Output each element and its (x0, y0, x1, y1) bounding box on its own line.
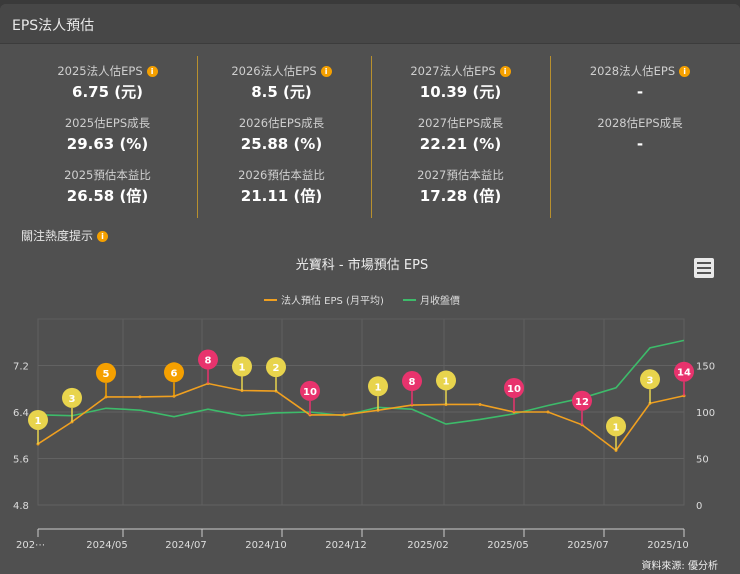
eps-point (342, 413, 346, 417)
attention-hint-label: 關注熱度提示 (21, 229, 94, 243)
pe-label: 2026預估本益比 (238, 168, 325, 182)
y-right-tick: 150 (696, 362, 715, 373)
growth-label: 2025估EPS成長 (64, 116, 151, 130)
attention-count: 8 (409, 377, 416, 388)
eps-label: 2025法人估EPS i (18, 62, 197, 80)
pe-value: 26.58 (倍) (66, 187, 149, 205)
card-title: EPS法人預估 (0, 4, 740, 44)
attention-marker (62, 387, 82, 408)
stats-grid: 2025法人估EPS i 6.75 (元) 2025估EPS成長 29.63 (%… (0, 56, 740, 218)
eps-value: 6.75 (元) (72, 83, 143, 101)
pe-label: 2025預估本益比 (64, 168, 151, 182)
growth-value: - (636, 135, 644, 153)
attention-marker (164, 362, 184, 383)
chart-title: 光寶科 - 市場預估 EPS (296, 257, 428, 273)
attention-marker (674, 361, 694, 382)
y-right-tick: 50 (696, 455, 709, 466)
attention-count: 10 (507, 384, 521, 395)
x-tick-label: 2025/07 (567, 540, 609, 551)
legend-price: 月收盤價 (420, 294, 460, 307)
eps-value: - (636, 83, 644, 101)
attention-marker (96, 362, 116, 383)
info-icon[interactable]: i (320, 66, 332, 77)
legend-eps: 法人預估 EPS (月平均) (281, 294, 384, 307)
attention-marker (606, 416, 626, 437)
y-left-tick: 7.2 (13, 362, 29, 373)
attention-count: 3 (69, 394, 76, 405)
x-tick-label: 2025/05 (487, 540, 529, 551)
eps-label: 2027法人估EPS i (371, 62, 550, 80)
x-tick-label: 2024/07 (165, 540, 207, 551)
y-left-tick: 4.8 (13, 501, 29, 512)
attention-count: 5 (103, 369, 110, 380)
attention-marker (436, 370, 456, 391)
growth-label: 2026估EPS成長 (238, 116, 325, 130)
attention-count: 2 (273, 363, 280, 374)
x-tick-label: 2024/12 (325, 540, 367, 551)
x-tick-label: 2024/10 (245, 540, 287, 551)
eps-value: 10.39 (元) (419, 83, 502, 101)
attention-marker (232, 356, 252, 377)
eps-value: 8.5 (元) (251, 83, 312, 101)
attention-count: 3 (647, 375, 654, 386)
x-tick-label: 2024/05 (86, 540, 128, 551)
attention-count: 1 (239, 362, 246, 373)
y-right-tick: 100 (696, 408, 715, 419)
attention-marker (402, 371, 422, 392)
y-right-tick: 0 (696, 501, 702, 512)
data-source: 資料來源: 優分析 (641, 561, 718, 572)
attention-count: 10 (303, 387, 317, 398)
y-left-tick: 6.4 (13, 408, 29, 419)
y-left-tick: 5.6 (13, 455, 29, 466)
attention-hint: 關注熱度提示 i (21, 227, 109, 244)
attention-count: 8 (205, 356, 212, 367)
attention-count: 1 (443, 376, 450, 387)
info-icon[interactable]: i (97, 231, 109, 242)
stat-column: 2026法人估EPS i 8.5 (元) 2026估EPS成長 25.88 (%)… (192, 56, 372, 218)
eps-point (138, 395, 142, 399)
growth-label: 2027估EPS成長 (417, 116, 504, 130)
attention-marker (198, 349, 218, 370)
attention-count: 1 (375, 382, 382, 393)
attention-marker (572, 390, 592, 411)
chart-menu-button[interactable] (694, 258, 714, 278)
eps-line (37, 382, 685, 452)
stat-column: 2027法人估EPS i 10.39 (元) 2027估EPS成長 22.21 (… (371, 56, 551, 218)
attention-marker (300, 380, 320, 401)
growth-value: 29.63 (%) (66, 135, 149, 153)
eps-point (546, 410, 550, 414)
x-tick-label: 2025/10 (647, 540, 689, 551)
growth-value: 25.88 (%) (240, 135, 323, 153)
attention-marker (368, 376, 388, 397)
pe-label: 2027預估本益比 (417, 168, 504, 182)
attention-marker (504, 378, 524, 398)
x-tick-label: 202⋯ (16, 540, 45, 551)
growth-label: 2028估EPS成長 (597, 116, 683, 130)
attention-marker (28, 409, 48, 430)
eps-point (478, 402, 482, 406)
attention-marker (640, 369, 660, 390)
eps-label: 2028法人估EPS i (550, 62, 730, 80)
attention-count: 14 (677, 368, 691, 379)
attention-count: 1 (35, 416, 42, 427)
attention-count: 12 (575, 397, 589, 408)
x-tick-label: 2025/02 (407, 540, 449, 551)
pe-value: 17.28 (倍) (419, 187, 502, 205)
attention-count: 6 (171, 368, 178, 379)
info-icon[interactable]: i (679, 66, 691, 77)
info-icon[interactable]: i (499, 66, 511, 77)
eps-label: 2026法人估EPS i (192, 62, 371, 80)
growth-value: 22.21 (%) (419, 135, 502, 153)
stat-column: 2028法人估EPS i - 2028估EPS成長 - (550, 56, 730, 166)
attention-marker (266, 357, 286, 378)
attention-count: 1 (613, 422, 620, 433)
info-icon[interactable]: i (146, 66, 158, 77)
stat-column: 2025法人估EPS i 6.75 (元) 2025估EPS成長 29.63 (%… (18, 56, 198, 218)
pe-value: 21.11 (倍) (240, 187, 323, 205)
